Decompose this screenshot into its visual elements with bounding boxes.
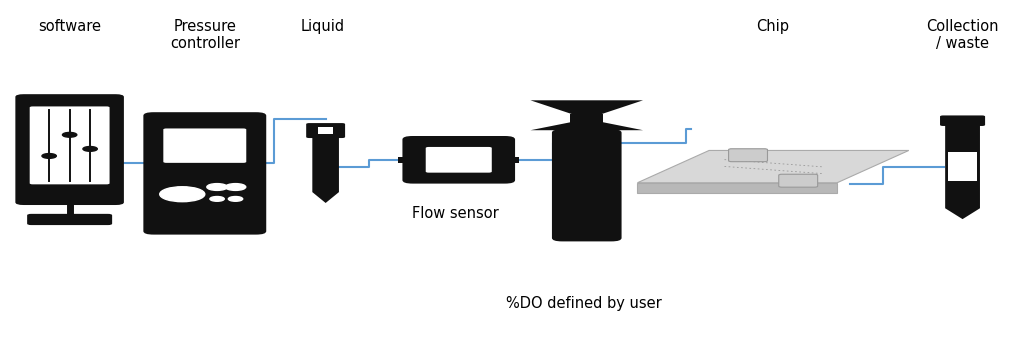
FancyBboxPatch shape xyxy=(318,127,333,134)
Text: software: software xyxy=(38,19,101,34)
FancyBboxPatch shape xyxy=(402,136,515,184)
FancyBboxPatch shape xyxy=(552,129,622,241)
Polygon shape xyxy=(312,134,339,203)
FancyBboxPatch shape xyxy=(398,157,413,163)
FancyBboxPatch shape xyxy=(578,122,596,136)
FancyBboxPatch shape xyxy=(28,214,113,225)
Text: Chip: Chip xyxy=(757,19,790,34)
FancyBboxPatch shape xyxy=(505,157,519,163)
Text: Flow sensor: Flow sensor xyxy=(413,206,499,221)
Polygon shape xyxy=(530,100,643,119)
Polygon shape xyxy=(637,150,909,183)
Polygon shape xyxy=(637,183,838,193)
FancyBboxPatch shape xyxy=(940,116,985,126)
FancyBboxPatch shape xyxy=(15,94,124,205)
FancyBboxPatch shape xyxy=(30,106,110,184)
FancyBboxPatch shape xyxy=(948,152,977,181)
Circle shape xyxy=(83,147,97,151)
Polygon shape xyxy=(945,125,980,219)
Circle shape xyxy=(210,197,224,201)
Text: Collection
/ waste: Collection / waste xyxy=(927,19,998,51)
FancyBboxPatch shape xyxy=(164,129,247,163)
FancyBboxPatch shape xyxy=(778,174,817,187)
Text: %DO defined by user: %DO defined by user xyxy=(506,296,662,311)
Polygon shape xyxy=(530,119,643,130)
Text: Pressure
controller: Pressure controller xyxy=(170,19,240,51)
FancyBboxPatch shape xyxy=(143,112,266,235)
Circle shape xyxy=(160,187,205,202)
Text: Liquid: Liquid xyxy=(300,19,345,34)
FancyBboxPatch shape xyxy=(306,123,345,138)
FancyBboxPatch shape xyxy=(729,149,768,162)
Circle shape xyxy=(62,133,77,137)
FancyBboxPatch shape xyxy=(570,114,603,124)
Circle shape xyxy=(42,154,56,158)
Circle shape xyxy=(225,184,246,190)
FancyBboxPatch shape xyxy=(426,147,492,173)
Circle shape xyxy=(228,197,243,201)
Circle shape xyxy=(207,184,227,190)
